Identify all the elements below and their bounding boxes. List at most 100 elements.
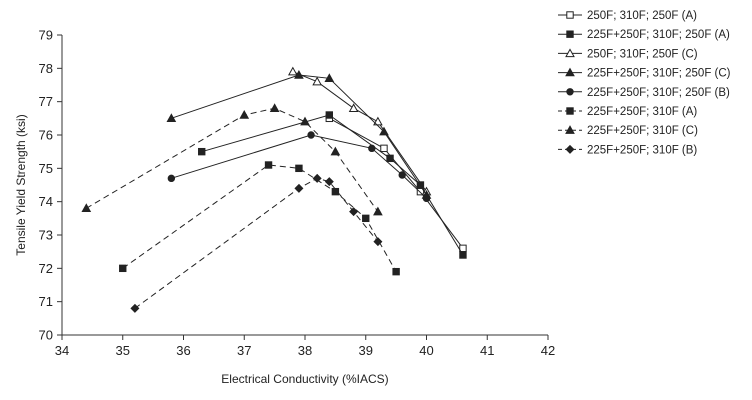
data-point <box>119 264 127 273</box>
data-point <box>167 174 176 183</box>
data-point <box>380 144 388 153</box>
legend-item: 250F; 310F; 250F (A) <box>558 10 697 22</box>
data-point <box>324 177 334 187</box>
legend-marker <box>566 30 574 38</box>
x-tick-label: 36 <box>176 343 190 358</box>
y-tick-label: 77 <box>39 94 53 109</box>
series-line <box>86 107 379 212</box>
y-tick-label: 72 <box>39 261 53 276</box>
data-point <box>349 207 359 217</box>
data-point <box>330 146 341 156</box>
series-3 <box>288 66 432 196</box>
series-layer <box>81 66 467 313</box>
x-tick-label: 35 <box>116 343 130 358</box>
x-tick-label: 39 <box>359 343 373 358</box>
series-1 <box>325 114 467 253</box>
data-point <box>348 103 359 113</box>
data-point <box>324 73 335 83</box>
series-4 <box>166 69 432 199</box>
y-tick-label: 71 <box>39 294 53 309</box>
legend-label: 250F; 310F; 250F (A) <box>587 10 697 22</box>
data-point <box>331 187 340 196</box>
x-tick-label: 42 <box>541 343 555 358</box>
legend-label: 225F+250F; 310F; 250F (B) <box>587 87 730 99</box>
y-tick-label: 79 <box>39 28 53 43</box>
y-axis-title: Tensile Yield Strength (ksi) <box>14 114 28 255</box>
data-point <box>422 194 431 203</box>
legend-marker <box>565 48 575 58</box>
data-point <box>288 66 298 76</box>
legend-label: 225F+250F; 310F (A) <box>587 106 697 118</box>
data-point <box>81 203 92 213</box>
legend-label: 225F+250F; 310F; 250F (C) <box>587 68 731 80</box>
legend-marker <box>565 144 575 154</box>
data-point <box>295 164 303 173</box>
legend-marker <box>566 107 574 115</box>
y-tick-label: 78 <box>39 61 53 76</box>
legend-marker <box>565 125 575 134</box>
data-point <box>307 131 315 139</box>
data-point <box>373 237 383 247</box>
series-8 <box>130 173 383 313</box>
data-point <box>198 147 206 156</box>
data-point <box>312 173 322 183</box>
data-point <box>264 161 273 169</box>
data-point <box>362 214 370 223</box>
legend-item: 225F+250F; 310F (B) <box>558 144 697 156</box>
series-line <box>134 177 379 309</box>
axes: 34 35 36 37 38 39 40 41 42 70 71 72 73 74 75 76 77 78 79 <box>39 28 556 359</box>
legend-label: 225F+250F; 310F (B) <box>587 144 697 156</box>
legend-label: 225F+250F; 310F; 250F (A) <box>587 29 730 41</box>
legend-item: 225F+250F; 310F; 250F (A) <box>558 29 730 41</box>
data-point <box>392 267 400 276</box>
x-tick-label: 37 <box>237 343 251 358</box>
series-7 <box>81 103 383 216</box>
series-2 <box>198 111 467 259</box>
data-point <box>269 103 280 113</box>
data-point <box>386 154 394 163</box>
y-tick-label: 74 <box>39 194 53 209</box>
data-point <box>130 303 140 313</box>
legend-marker <box>565 67 575 77</box>
series-line <box>122 164 397 272</box>
series-6 <box>119 161 400 276</box>
data-point <box>239 109 250 119</box>
y-tick-label: 73 <box>39 228 53 243</box>
data-point <box>416 181 425 189</box>
data-point <box>325 111 334 119</box>
legend-label: 250F; 310F; 250F (C) <box>587 48 698 60</box>
data-point <box>166 113 177 123</box>
legend-item: 250F; 310F; 250F (C) <box>558 48 698 60</box>
series-line <box>292 71 427 192</box>
series-5 <box>167 131 431 203</box>
legend-marker <box>566 11 574 19</box>
legend-item: 225F+250F; 310F (C) <box>558 125 698 137</box>
data-point <box>368 144 376 153</box>
data-point <box>373 206 383 216</box>
legend: 250F; 310F; 250F (A) 225F+250F; 310F; 250… <box>558 10 731 156</box>
data-point <box>459 251 467 259</box>
data-point <box>398 171 406 179</box>
x-tick-label: 38 <box>298 343 312 358</box>
y-tick-label: 70 <box>39 328 53 343</box>
data-point <box>294 183 304 193</box>
x-tick-label: 34 <box>55 343 69 358</box>
data-point <box>300 116 310 126</box>
series-line <box>329 117 464 249</box>
legend-item: 225F+250F; 310F; 250F (B) <box>558 87 730 99</box>
x-axis-title: Electrical Conductivity (%IACS) <box>221 372 388 386</box>
x-tick-label: 41 <box>480 343 494 358</box>
legend-marker <box>566 88 574 96</box>
data-point <box>373 116 383 126</box>
y-tick-label: 75 <box>39 161 53 176</box>
y-tick-label: 76 <box>39 128 53 143</box>
data-point <box>379 126 389 136</box>
legend-label: 225F+250F; 310F (C) <box>587 125 698 137</box>
legend-item: 225F+250F; 310F; 250F (C) <box>558 67 731 80</box>
legend-item: 225F+250F; 310F (A) <box>558 106 697 118</box>
data-point <box>294 69 304 79</box>
data-point <box>312 76 322 86</box>
x-tick-label: 40 <box>419 343 433 358</box>
